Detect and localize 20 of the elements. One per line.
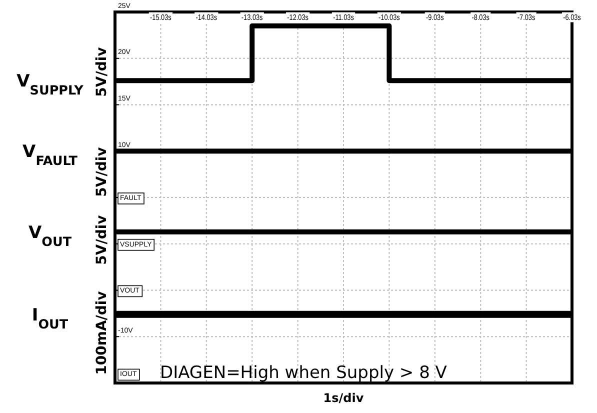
x-tick-label: -14.03s: [196, 12, 218, 22]
x-tick-label: -10.03s: [378, 12, 400, 22]
x-tick-label: -13.03s: [241, 12, 264, 22]
x-tick-label: -11.03s: [333, 12, 354, 22]
text: V$_{FAULT}$: [22, 142, 78, 169]
x-axis-title: 1s/div: [323, 391, 364, 405]
text: 100mA/div: [94, 291, 110, 375]
text: 5V/div: [94, 215, 110, 265]
text: V$_{OUT}$: [28, 222, 72, 250]
annotation: DIAGEN=High when Supply > 8 V: [160, 363, 448, 383]
x-tick-label: -12.03s: [287, 12, 309, 22]
x-tick-label: -9.03s: [426, 12, 444, 22]
text: 5V/div: [94, 47, 110, 97]
text: 5V/div: [94, 147, 110, 197]
x-tick-label: -8.03s: [472, 12, 490, 22]
x-tick-label: -15.03s: [150, 12, 172, 22]
x-tick-label: -6.03s: [563, 12, 582, 22]
x-tick-label: -7.03s: [517, 12, 536, 22]
text: I$_{OUT}$: [32, 305, 68, 332]
series-label: V$_{SUPPLY}$: [16, 72, 84, 98]
